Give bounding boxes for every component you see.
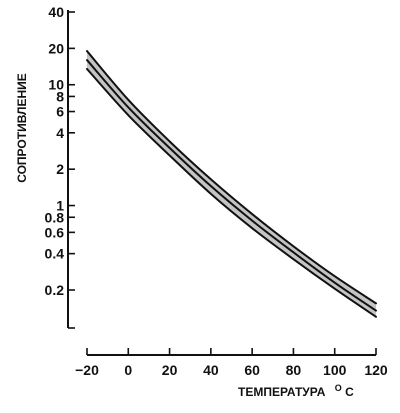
y-tick-label: 1 (56, 198, 64, 214)
y-tick-label: 4 (56, 125, 64, 141)
y-tick-label: 0.2 (45, 282, 65, 298)
x-tick-label: 80 (286, 362, 302, 378)
series-line-2 (86, 59, 377, 312)
y-axis-title: СОПРОТИВЛЕНИЕ (15, 73, 29, 183)
x-tick-label: 120 (364, 362, 388, 378)
series-line-3 (86, 67, 377, 318)
x-tick-label: −20 (75, 362, 99, 378)
x-tick-label: 0 (124, 362, 132, 378)
x-axis-unit-superscript: O (335, 383, 342, 393)
y-tick-label: 0.4 (45, 246, 65, 262)
y-tick-label: 8 (56, 88, 64, 104)
y-tick-label: 10 (48, 77, 64, 93)
x-axis-title: ТЕМПЕРАТУРА O C (238, 380, 354, 399)
y-tick-label: 0.8 (45, 209, 65, 225)
x-axis-unit: C (345, 385, 354, 399)
x-tick-label: 20 (162, 362, 178, 378)
tolerance-band (87, 51, 376, 317)
y-tick-label: 2 (56, 161, 64, 177)
x-tick-label: 100 (323, 362, 347, 378)
series-line-1 (86, 50, 377, 305)
x-tick-label: 40 (203, 362, 219, 378)
x-axis-title-text: ТЕМПЕРАТУРА (238, 385, 326, 399)
y-tick-label: 6 (56, 104, 64, 120)
y-tick-label: 0.6 (45, 224, 65, 240)
x-tick-label: 60 (244, 362, 260, 378)
y-tick-label: 20 (48, 40, 64, 56)
y-tick-label: 40 (48, 4, 64, 20)
